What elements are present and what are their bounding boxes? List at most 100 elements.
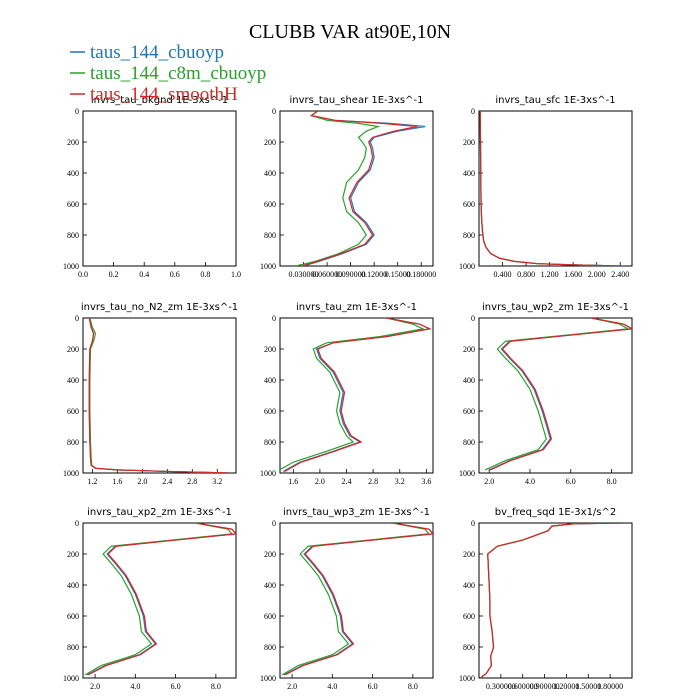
panel-3: invrs_tau_sfc 1E-3xs^-1 0 200 400 600 800 1000… <box>459 95 633 279</box>
x-tick-label: 0.030000 <box>289 270 319 279</box>
legend: taus_144_cbuoyptaus_144_c8m_cbuoyptaus_1… <box>70 42 266 105</box>
y-tick-label: 600 <box>264 407 276 416</box>
x-tick-label: 2.000 <box>588 270 606 279</box>
y-tick-label: 800 <box>67 643 79 652</box>
series-line-cbuoyp <box>479 111 621 266</box>
x-tick-label: 1.200 <box>541 270 559 279</box>
x-tick-label: 1.6 <box>112 477 122 486</box>
x-tick-label: 2.0 <box>287 682 297 691</box>
plot-frame <box>82 317 237 474</box>
y-tick-label: 200 <box>67 550 79 559</box>
x-tick-label: 0.090000 <box>336 270 366 279</box>
y-tick-label: 200 <box>264 138 276 147</box>
y-tick-label: 800 <box>264 643 276 652</box>
panel-6: invrs_tau_wp2_zm 1E-3xs^-1 0 200 400 600 800 1… <box>459 302 633 486</box>
y-tick-label: 600 <box>463 407 475 416</box>
y-tick-label: 0 <box>272 519 276 528</box>
y-tick-label: 800 <box>264 438 276 447</box>
y-tick-label: 400 <box>463 376 475 385</box>
y-tick-label: 200 <box>67 345 79 354</box>
y-tick-label: 0 <box>272 107 276 116</box>
x-tick-label: 0.400 <box>494 270 512 279</box>
panel-8: invrs_tau_wp3_zm 1E-3xs^-1 0 200 400 600 800 1… <box>260 507 434 691</box>
panel-4: invrs_tau_no_N2_zm 1E-3xs^-10 200 400 600 80… <box>63 302 238 486</box>
y-tick-label: 600 <box>463 612 475 621</box>
x-tick-label: 0.8 <box>200 270 210 279</box>
x-tick-label: 0.4 <box>139 270 149 279</box>
plot-frame <box>478 110 633 267</box>
y-tick-label: 600 <box>264 612 276 621</box>
x-tick-label: 2.0 <box>315 477 325 486</box>
legend-label: taus_144_smoothH <box>90 84 238 105</box>
y-tick-label: 600 <box>463 200 475 209</box>
x-tick-label: 6.0 <box>368 682 378 691</box>
panel-title: invrs_tau_wp2_zm 1E-3xs^-1 <box>482 302 629 313</box>
x-tick-label: 0.800 <box>517 270 535 279</box>
x-tick-label: 4.0 <box>130 682 140 691</box>
y-tick-label: 200 <box>463 345 475 354</box>
y-tick-label: 400 <box>463 169 475 178</box>
y-tick-label: 1000 <box>260 469 276 478</box>
x-tick-label: 6.0 <box>566 477 576 486</box>
panel-title: bv_freq_sqd 1E-3x1/s^2 <box>495 507 617 518</box>
y-tick-label: 400 <box>264 581 276 590</box>
x-tick-label: 8.0 <box>607 477 617 486</box>
series-line-c8m <box>89 318 230 473</box>
y-tick-label: 800 <box>264 231 276 240</box>
y-tick-label: 1000 <box>63 469 79 478</box>
legend-label: taus_144_c8m_cbuoyp <box>90 63 266 84</box>
panel-title: invrs_tau_zm 1E-3xs^-1 <box>296 302 417 313</box>
x-tick-label: 2.0 <box>484 477 494 486</box>
x-tick-label: 0.060000 <box>312 270 342 279</box>
y-tick-label: 600 <box>67 612 79 621</box>
x-tick-label: 0.12000 <box>361 270 387 279</box>
y-tick-label: 800 <box>67 438 79 447</box>
y-tick-label: 0 <box>272 314 276 323</box>
y-tick-label: 0 <box>75 107 79 116</box>
series-line-smoothH <box>301 111 418 266</box>
x-tick-label: 2.0 <box>90 682 100 691</box>
y-tick-label: 200 <box>264 345 276 354</box>
x-tick-label: 6.0 <box>171 682 181 691</box>
series-line-cbuoyp <box>283 523 433 676</box>
y-tick-label: 400 <box>264 169 276 178</box>
series-line-c8m <box>479 111 621 266</box>
x-tick-label: 1.0 <box>231 270 241 279</box>
x-tick-label: 2.4 <box>342 477 352 486</box>
x-tick-label: 1.2 <box>87 477 97 486</box>
plot-frame <box>279 522 434 679</box>
y-tick-label: 0 <box>471 519 475 528</box>
series-line-cbuoyp <box>303 111 426 266</box>
x-tick-label: 4.0 <box>525 477 535 486</box>
figure-title: CLUBB VAR at90E,10N <box>249 21 451 43</box>
series-line-smoothH <box>479 111 621 266</box>
panel-title: invrs_tau_wp3_zm 1E-3xs^-1 <box>283 507 430 518</box>
series-line-cbuoyp <box>283 318 432 472</box>
x-tick-label: 2.8 <box>187 477 197 486</box>
x-tick-label: 0.180000 <box>406 270 436 279</box>
panel-5: invrs_tau_zm 1E-3xs^-1 0 200 400 600 800 1000 1… <box>260 302 434 486</box>
plot-frame <box>478 522 633 679</box>
plot-frame <box>279 110 434 267</box>
x-tick-label: 8.0 <box>211 682 221 691</box>
y-tick-label: 600 <box>67 200 79 209</box>
series-line-cbuoyp <box>86 523 236 676</box>
y-tick-label: 0 <box>471 314 475 323</box>
plot-frame <box>279 317 434 474</box>
y-tick-label: 800 <box>463 438 475 447</box>
y-tick-label: 800 <box>463 231 475 240</box>
series-line-smoothH <box>87 523 236 676</box>
y-tick-label: 1000 <box>260 262 276 271</box>
x-tick-label: 0.900000 <box>530 682 560 691</box>
x-tick-label: 3.2 <box>212 477 222 486</box>
panel-title: invrs_tau_xp2_zm 1E-3xs^-1 <box>87 507 232 518</box>
series-line-smoothH <box>480 523 625 678</box>
y-tick-label: 200 <box>67 138 79 147</box>
panel-7: invrs_tau_xp2_zm 1E-3xs^-1 0 200 400 600 800 1… <box>63 507 237 691</box>
x-tick-label: 0.600000 <box>508 682 538 691</box>
series-line-c8m <box>295 111 381 266</box>
series-line-cbuoyp <box>480 523 625 678</box>
panel-title: invrs_tau_sfc 1E-3xs^-1 <box>495 95 615 106</box>
y-tick-label: 1000 <box>459 674 475 683</box>
